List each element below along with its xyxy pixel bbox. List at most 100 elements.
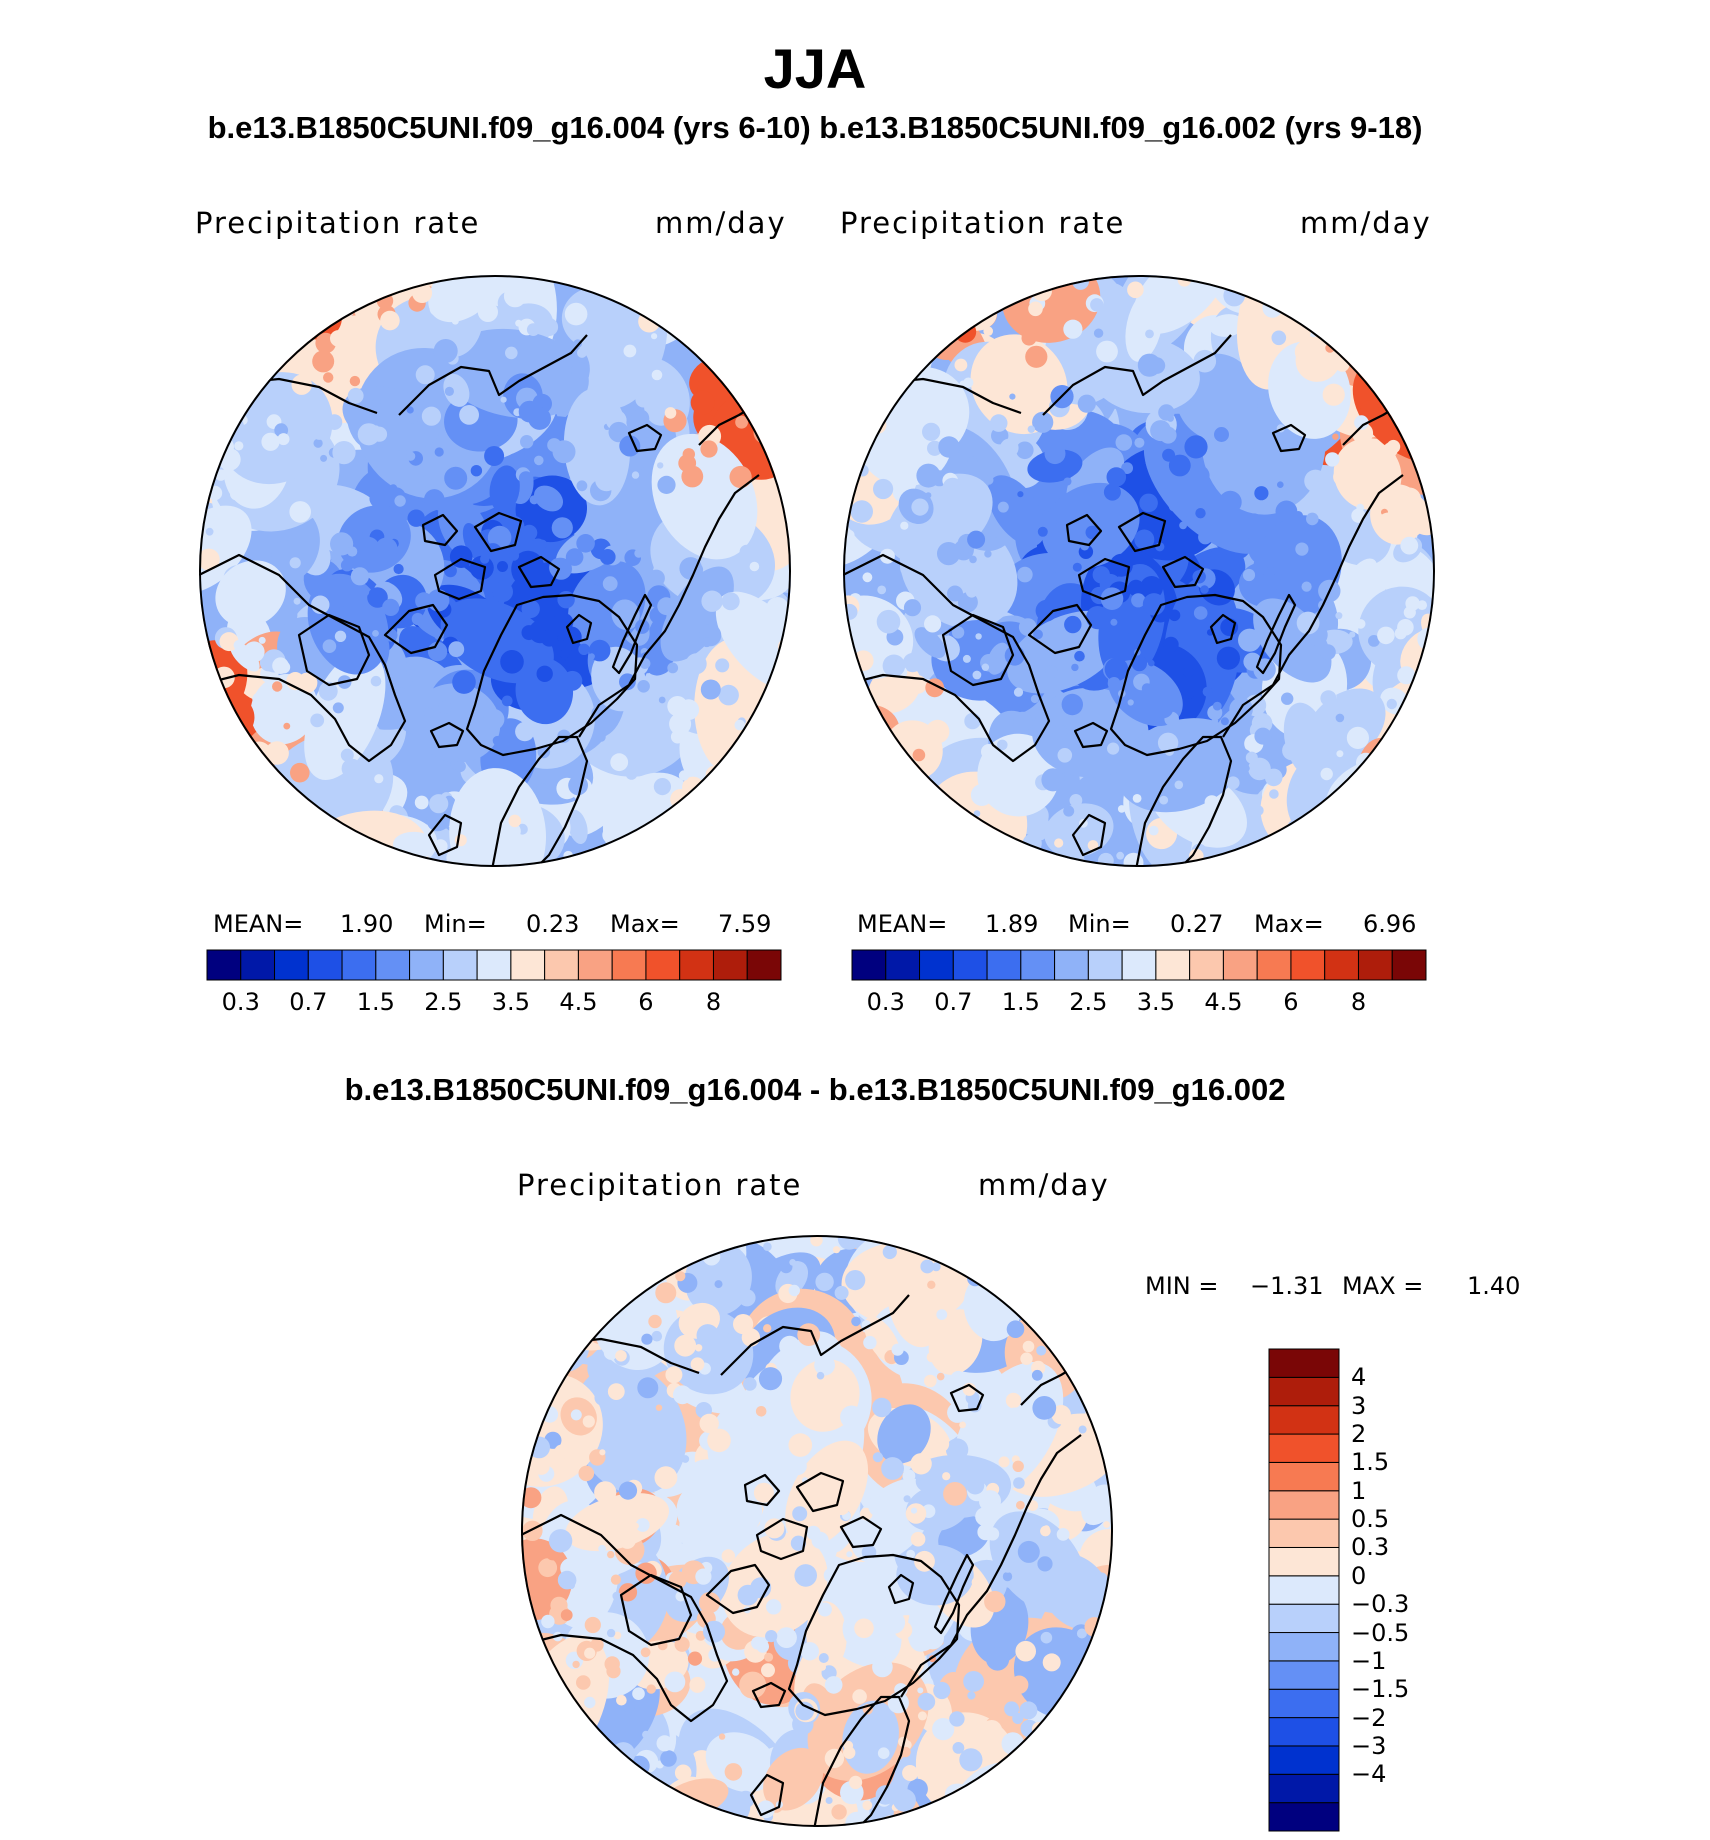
panel2-coastline-7	[941, 613, 1015, 687]
panel1-min-value: 0.23	[526, 910, 580, 938]
panel1-colorbar-tick-label: 4.5	[559, 988, 598, 1016]
panel2-units-label: mm/day	[1300, 206, 1432, 240]
panel2-coastline-18	[1071, 813, 1107, 857]
panel2-colorbar	[851, 949, 1427, 981]
panel3-colorbar-swatch-8	[1268, 1575, 1340, 1605]
panel3-coastline-18	[749, 1773, 785, 1817]
panel1-colorbar-swatch-0	[206, 949, 242, 981]
panel1-mean-label: MEAN=	[213, 910, 304, 938]
panel2-colorbar-swatch-11	[1222, 949, 1258, 981]
panel3-coastline-15	[720, 1294, 910, 1376]
panel3-colorbar-tick-label: 0.3	[1351, 1533, 1390, 1562]
panel3-polar-map	[521, 1235, 1113, 1827]
panel2-colorbar-swatch-0	[851, 949, 887, 981]
panel1-coastline-6	[199, 553, 407, 763]
panel3-colorbar-swatch-9	[1268, 1546, 1340, 1577]
panel3-coastline-5	[743, 1473, 781, 1507]
panel3-coastline-0	[787, 1553, 961, 1717]
panel3-min-label: MIN =	[1145, 1272, 1219, 1300]
panel1-coastline-0	[465, 593, 639, 757]
panel3-max-label: MAX =	[1342, 1272, 1424, 1300]
panel3-colorbar-tick-label: 1.5	[1351, 1448, 1390, 1477]
panel1-colorbar-swatch-9	[510, 949, 546, 981]
panel1-coastline-4	[517, 555, 561, 589]
panel2-map-boundary	[843, 275, 1435, 867]
panel3-colorbar-swatch-14	[1268, 1405, 1340, 1435]
panel3-colorbar-tick-label: −1	[1351, 1646, 1387, 1675]
panel2-colorbar-swatch-9	[1155, 949, 1191, 981]
panel1-colorbar-swatch-1	[240, 949, 276, 981]
panel3-colorbar-tick-label: 4	[1351, 1363, 1367, 1392]
panel2-colorbar-swatch-4	[986, 949, 1022, 981]
panel3-colorbar-swatch-10	[1268, 1518, 1340, 1548]
panel2-colorbar-tick-label: 0.3	[866, 988, 905, 1016]
panel3-coastlines	[521, 1274, 1100, 1827]
panel2-colorbar-tick-label: 3.5	[1136, 988, 1175, 1016]
panel1-colorbar-swatch-10	[544, 949, 579, 981]
panel1-colorbar-swatch-2	[274, 949, 309, 981]
panel2-colorbar-swatch-15	[1357, 949, 1393, 981]
panel2-colorbar-tick-label: 6	[1283, 988, 1299, 1016]
panel2-colorbar-swatch-10	[1189, 949, 1224, 981]
panel3-min-value: −1.31	[1250, 1272, 1324, 1300]
panel1-colorbar-tick-label: 1.5	[356, 988, 395, 1016]
panel3-colorbar-tick-label: −0.3	[1351, 1590, 1410, 1619]
panel3-variable-label: Precipitation rate	[517, 1168, 803, 1202]
panel1-coastline-12	[429, 721, 465, 749]
panel3-colorbar-swatch-1	[1268, 1773, 1340, 1804]
panel3-coastline-7	[619, 1573, 693, 1647]
panel2-coastline-15	[1042, 334, 1232, 416]
panel1-colorbar-swatch-5	[375, 949, 411, 981]
panel3-colorbar-swatch-12	[1268, 1461, 1340, 1492]
panel2-coastline-12	[1073, 721, 1109, 749]
panel2-coastline-9	[1222, 474, 1404, 738]
panel3-colorbar-swatch-11	[1268, 1490, 1340, 1520]
panel1-coastline-9	[578, 474, 760, 738]
panel2-colorbar-swatch-12	[1256, 949, 1292, 981]
panel1-mean-value: 1.90	[340, 910, 394, 938]
panel2-min-value: 0.27	[1170, 910, 1224, 938]
panel1-colorbar-tick-label: 0.3	[221, 988, 260, 1016]
panel3-coastline-1	[705, 1563, 771, 1615]
panel1-colorbar-swatch-14	[679, 949, 714, 981]
panel2-coastline-10	[1255, 593, 1297, 675]
panel1-coastline-7	[297, 613, 371, 687]
panel1-colorbar-swatch-13	[645, 949, 681, 981]
panel2-max-label: Max=	[1254, 910, 1324, 938]
panel3-colorbar-tick-label: 0.5	[1351, 1505, 1390, 1534]
panel1-colorbar-tick-label: 6	[638, 988, 654, 1016]
panel2-colorbar-swatch-3	[952, 949, 988, 981]
panel1-coastline-10	[611, 593, 653, 675]
panel3-colorbar-tick-label: 3	[1351, 1391, 1367, 1420]
panel1-colorbar-swatch-8	[476, 949, 512, 981]
panel1-colorbar-swatch-16	[746, 949, 782, 981]
panel1-colorbar-swatch-6	[409, 949, 444, 981]
panel2-colorbar-swatch-13	[1290, 949, 1326, 981]
panel3-coastline-11	[887, 1573, 915, 1605]
panel3-coastline-10	[933, 1553, 975, 1635]
panel1-coastline-1	[383, 603, 449, 655]
panel3-colorbar-tick-label: −4	[1351, 1760, 1387, 1789]
panel1-colorbar-tick-label: 8	[705, 988, 722, 1016]
panel1-units-label: mm/day	[655, 206, 787, 240]
panel1-polar-map	[199, 275, 791, 867]
panel1-coastline-2	[433, 557, 487, 601]
panel2-max-value: 6.96	[1363, 910, 1417, 938]
panel2-colorbar-tick-label: 1.5	[1001, 988, 1040, 1016]
panel1-max-label: Max=	[610, 910, 680, 938]
panel3-map-boundary	[521, 1235, 1113, 1827]
panel3-coastline-8	[811, 1695, 911, 1827]
panel3-colorbar-swatch-6	[1268, 1632, 1340, 1662]
panel2-colorbar-swatch-16	[1391, 949, 1427, 981]
panel2-polar-map	[843, 275, 1435, 867]
panel1-colorbar-swatch-15	[712, 949, 748, 981]
panel2-colorbar-tick-label: 0.7	[934, 988, 973, 1016]
panel2-colorbar-swatch-6	[1054, 949, 1089, 981]
panel3-coastline-2	[755, 1517, 809, 1561]
panel2-colorbar-swatch-14	[1324, 949, 1359, 981]
panel2-mean-value: 1.89	[985, 910, 1039, 938]
panel3-colorbar-tick-label: −1.5	[1351, 1675, 1410, 1704]
panel1-coastline-11	[565, 613, 593, 645]
panel2-coastline-5	[1065, 513, 1103, 547]
panel1-coastline-18	[427, 813, 463, 857]
